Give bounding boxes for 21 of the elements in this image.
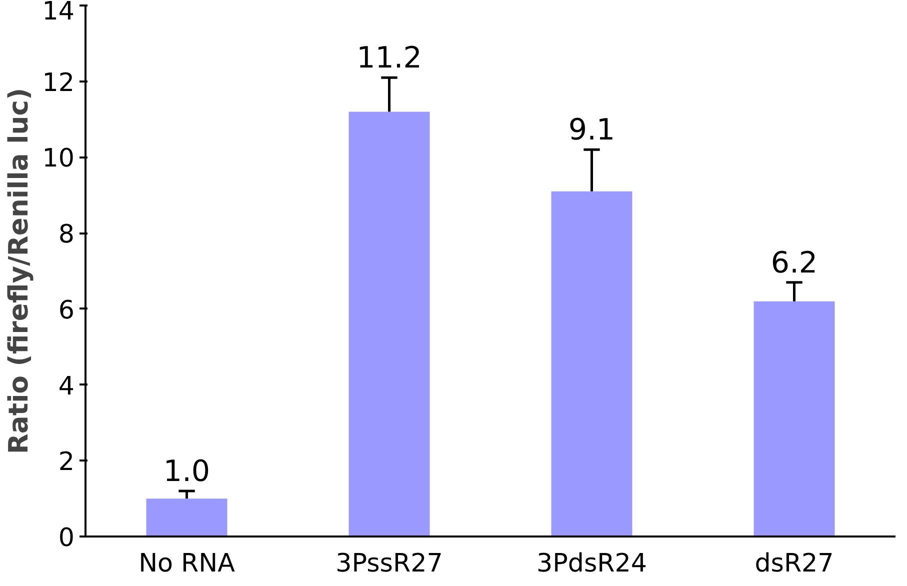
y-tick-label: 10 <box>42 142 75 173</box>
bar <box>146 498 228 536</box>
y-tick-label: 2 <box>58 446 75 476</box>
y-axis-title: Ratio (firefly/Renilla luc) <box>3 88 34 454</box>
data-label: 9.1 <box>568 112 616 147</box>
data-label: 11.2 <box>356 40 422 75</box>
bar <box>551 191 632 536</box>
x-tick-label: 3PdsR24 <box>536 548 648 578</box>
x-tick-label: dsR27 <box>754 548 834 578</box>
y-tick-label: 4 <box>58 370 75 400</box>
data-label: 1.0 <box>163 454 210 488</box>
y-tick-label: 14 <box>42 0 75 26</box>
y-tick-label: 0 <box>58 522 75 552</box>
x-tick-label: 3PssR27 <box>336 548 443 578</box>
y-tick-label: 12 <box>42 66 75 97</box>
data-label: 6.2 <box>770 245 818 280</box>
bar <box>348 112 430 536</box>
y-tick-label: 8 <box>58 218 75 249</box>
y-tick-label: 6 <box>58 294 75 324</box>
bar <box>754 301 835 536</box>
x-tick-label: No RNA <box>138 548 236 578</box>
